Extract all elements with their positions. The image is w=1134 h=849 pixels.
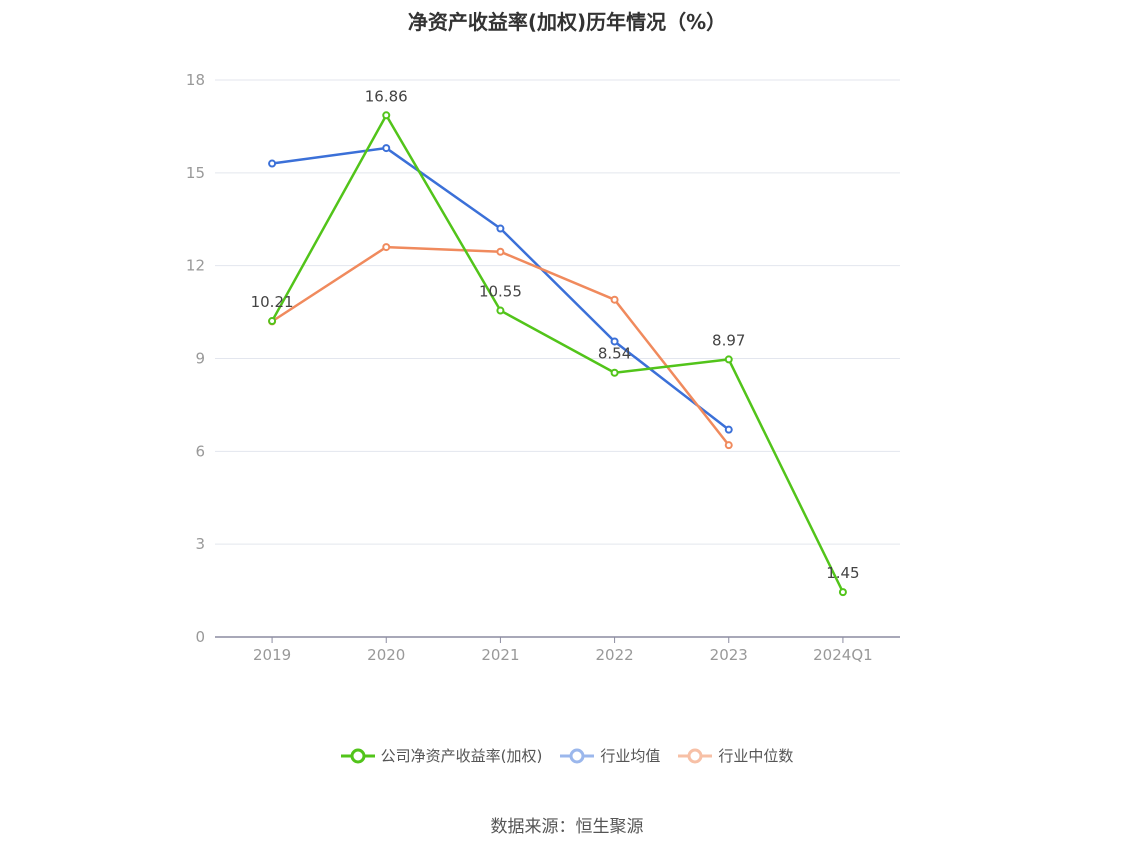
data-point-series-1 (610, 337, 619, 346)
data-point-series-2 (382, 243, 391, 252)
legend-label-company: 公司净资产收益率(加权) (380, 747, 543, 765)
data-point-series-0 (838, 588, 847, 597)
data-label: 1.45 (826, 564, 859, 582)
data-label: 8.54 (598, 345, 631, 363)
legend-average-icon (560, 748, 595, 763)
legend-label-industry-average: 行业均值 (600, 747, 661, 765)
data-source: 数据来源：恒生聚源 (490, 817, 644, 837)
data-point-series-0 (610, 368, 619, 377)
x-tick-label: 2020 (367, 646, 405, 664)
legend-item-industry-median[interactable]: 行业中位数 (678, 745, 793, 766)
legend-item-company[interactable]: 公司净资产收益率(加权) (340, 745, 543, 766)
y-tick-label: 0 (195, 628, 205, 646)
legend-company-icon (340, 748, 375, 763)
data-point-series-0 (382, 111, 391, 120)
x-tick-label: 2019 (253, 646, 291, 664)
y-tick-label: 6 (195, 442, 205, 460)
data-point-series-0 (496, 306, 505, 315)
legend-median-icon (678, 748, 713, 763)
y-tick-label: 18 (186, 71, 205, 89)
data-point-series-2 (610, 295, 619, 304)
data-point-series-1 (496, 224, 505, 233)
legend-label-industry-median: 行业中位数 (718, 747, 794, 765)
y-tick-label: 9 (195, 350, 205, 368)
chart-title: 净资产收益率(加权)历年情况（%） (407, 10, 727, 34)
data-point-series-1 (382, 144, 391, 153)
x-tick-label: 2022 (595, 646, 633, 664)
data-point-series-2 (724, 441, 733, 450)
data-point-series-2 (496, 247, 505, 256)
x-tick-label: 2024Q1 (813, 646, 873, 664)
series-line-0 (270, 114, 845, 593)
data-point-series-1 (268, 159, 277, 168)
series-line-2 (271, 245, 730, 446)
y-tick-label: 3 (195, 535, 205, 553)
data-point-series-0 (724, 355, 733, 364)
data-point-series-1 (724, 425, 733, 434)
chart-legend: 公司净资产收益率(加权) 行业均值 行业中位数 (0, 745, 1134, 766)
data-label: 10.55 (479, 283, 522, 301)
legend-item-industry-average[interactable]: 行业均值 (560, 745, 660, 766)
y-tick-label: 12 (186, 257, 205, 275)
x-tick-label: 2021 (481, 646, 519, 664)
x-tick-label: 2023 (710, 646, 748, 664)
data-label: 16.86 (365, 87, 408, 105)
data-label: 10.21 (251, 293, 294, 311)
data-point-series-0 (268, 317, 277, 326)
y-tick-label: 15 (186, 164, 205, 182)
data-label: 8.97 (712, 331, 745, 349)
